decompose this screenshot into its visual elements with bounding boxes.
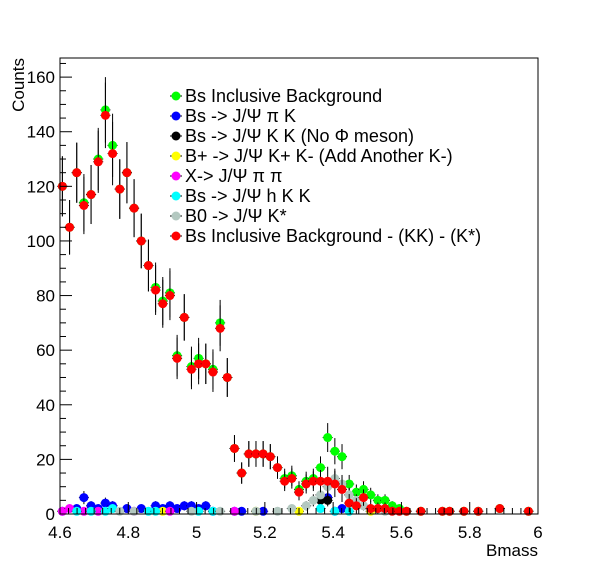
data-point <box>316 463 326 473</box>
data-point <box>172 353 182 363</box>
data-point <box>108 149 118 159</box>
x-axis: 4.6 4.8 5 5.2 5.4 5.6 5.8 6 <box>48 502 543 542</box>
y-axis-title: Counts <box>9 58 28 112</box>
legend-label: Bs Inclusive Background <box>185 86 382 106</box>
legend-label: B0 -> J/Ψ K* <box>185 206 287 226</box>
data-point <box>316 476 326 486</box>
data-point <box>330 446 340 456</box>
data-point <box>179 312 189 322</box>
legend-label: Bs -> J/Ψ h K K <box>185 186 311 206</box>
data-point <box>380 495 390 505</box>
x-tick-label: 4.8 <box>116 523 140 542</box>
data-point <box>351 501 361 511</box>
x-tick-label: 5.2 <box>253 523 277 542</box>
data-point <box>208 367 218 377</box>
data-point <box>344 479 354 489</box>
data-point <box>237 468 247 478</box>
data-point <box>222 372 232 382</box>
data-point <box>201 501 211 511</box>
data-point <box>158 299 168 309</box>
legend-label: B+ -> J/Ψ K+ K- (Add Another K-) <box>185 146 453 166</box>
data-point <box>337 484 347 494</box>
data-point <box>215 323 225 333</box>
legend-marker <box>171 191 181 201</box>
data-point <box>93 157 103 167</box>
x-tick-label: 5.6 <box>390 523 414 542</box>
data-point <box>301 501 311 511</box>
series-group <box>57 82 534 516</box>
legend-marker <box>171 91 181 101</box>
data-point <box>265 452 275 462</box>
data-point <box>65 222 75 232</box>
data-point <box>79 493 89 503</box>
data-point <box>495 504 505 514</box>
data-point <box>323 433 333 443</box>
y-tick-label: 0 <box>46 505 55 524</box>
data-point <box>272 463 282 473</box>
data-point <box>308 476 318 486</box>
y-tick-label: 80 <box>36 287 55 306</box>
x-tick-label: 5.4 <box>321 523 345 542</box>
legend-marker <box>171 131 181 141</box>
y-tick-label: 20 <box>36 450 55 469</box>
data-point <box>337 452 347 462</box>
legend-marker <box>171 231 181 241</box>
x-tick-label: 5 <box>192 523 201 542</box>
data-point <box>179 501 189 511</box>
y-tick-label: 120 <box>27 177 55 196</box>
data-point <box>186 364 196 374</box>
legend-label: X-> J/Ψ π π <box>185 166 282 186</box>
data-point <box>165 291 175 301</box>
data-point <box>308 495 318 505</box>
data-point <box>86 190 96 200</box>
legend-marker <box>171 171 181 181</box>
data-point <box>287 504 297 514</box>
legend-label: Bs -> J/Ψ K K (No Φ meson) <box>185 126 414 146</box>
data-point <box>151 285 161 295</box>
data-point <box>366 504 376 514</box>
data-point <box>194 359 204 369</box>
data-marks <box>57 77 534 516</box>
x-tick-label: 4.6 <box>48 523 72 542</box>
data-point <box>122 168 132 178</box>
x-tick-label: 5.8 <box>458 523 482 542</box>
data-point <box>330 479 340 489</box>
data-point <box>115 184 125 194</box>
x-tick-label: 6 <box>533 523 542 542</box>
y-tick-label: 40 <box>36 396 55 415</box>
data-point <box>316 504 326 514</box>
data-point <box>201 359 211 369</box>
y-tick-label: 100 <box>27 232 55 251</box>
data-point <box>359 493 369 503</box>
data-point <box>294 487 304 497</box>
legend-label: Bs -> J/Ψ π K <box>185 106 296 126</box>
data-point <box>136 236 146 246</box>
data-point <box>323 495 333 505</box>
data-point <box>316 490 326 500</box>
x-axis-title: Bmass <box>486 541 538 560</box>
y-tick-label: 160 <box>27 68 55 87</box>
data-point <box>373 495 383 505</box>
data-point <box>143 261 153 271</box>
y-axis: 0 20 40 60 80 100 120 140 160 <box>27 62 72 524</box>
data-point <box>79 200 89 210</box>
legend-label: Bs Inclusive Background - (KK) - (K*) <box>185 226 481 246</box>
data-point <box>251 449 261 459</box>
data-point <box>129 203 139 213</box>
legend-marker <box>171 111 181 121</box>
legend-marker <box>171 151 181 161</box>
data-point <box>244 449 254 459</box>
data-point <box>100 110 110 120</box>
data-point <box>287 474 297 484</box>
legend-marker <box>171 211 181 221</box>
data-point <box>72 168 82 178</box>
data-point <box>229 443 239 453</box>
y-tick-label: 60 <box>36 341 55 360</box>
y-tick-label: 140 <box>27 123 55 142</box>
